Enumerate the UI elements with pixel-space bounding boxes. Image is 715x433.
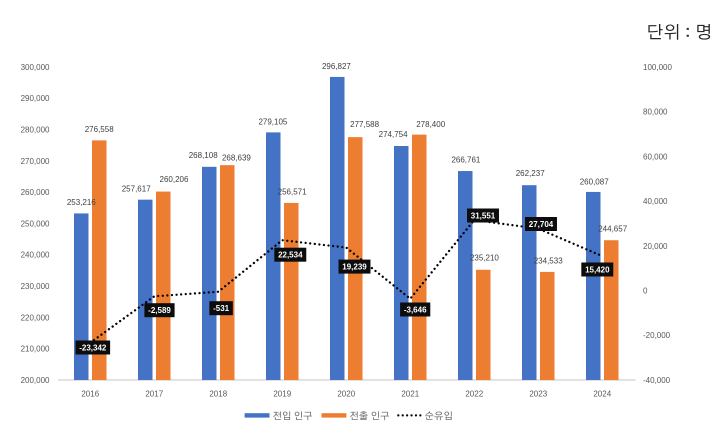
svg-text:279,105: 279,105 — [258, 117, 287, 126]
svg-text:240,000: 240,000 — [21, 251, 50, 260]
svg-text:0: 0 — [643, 287, 648, 296]
svg-text:200,000: 200,000 — [21, 376, 50, 385]
svg-text:290,000: 290,000 — [21, 94, 50, 103]
svg-text:27,704: 27,704 — [529, 220, 554, 229]
svg-text:260,206: 260,206 — [160, 175, 189, 184]
svg-text:2016: 2016 — [81, 390, 99, 399]
svg-text:278,400: 278,400 — [416, 120, 445, 129]
svg-text:-531: -531 — [213, 304, 230, 313]
svg-text:31,551: 31,551 — [471, 211, 496, 220]
svg-text:2021: 2021 — [401, 390, 419, 399]
svg-text:277,588: 277,588 — [350, 120, 379, 129]
svg-text:250,000: 250,000 — [21, 219, 50, 228]
svg-text:2023: 2023 — [529, 390, 547, 399]
svg-text:300,000: 300,000 — [21, 63, 50, 72]
svg-text:15,420: 15,420 — [585, 265, 610, 274]
svg-text:40,000: 40,000 — [643, 197, 668, 206]
svg-text:262,237: 262,237 — [516, 169, 545, 178]
svg-text:-20,000: -20,000 — [643, 331, 671, 340]
svg-text:260,087: 260,087 — [580, 177, 609, 186]
svg-text:235,210: 235,210 — [470, 254, 499, 263]
svg-text:20,000: 20,000 — [643, 242, 668, 251]
svg-text:266,761: 266,761 — [451, 156, 480, 165]
svg-text:270,000: 270,000 — [21, 157, 50, 166]
svg-text:220,000: 220,000 — [21, 313, 50, 322]
svg-text:2019: 2019 — [273, 390, 291, 399]
svg-text:-23,342: -23,342 — [79, 343, 107, 352]
svg-text:19,239: 19,239 — [342, 263, 367, 272]
svg-text:2022: 2022 — [465, 390, 483, 399]
svg-text:274,754: 274,754 — [379, 130, 408, 139]
svg-text:268,639: 268,639 — [222, 154, 251, 163]
svg-text:100,000: 100,000 — [643, 63, 672, 72]
svg-text:244,657: 244,657 — [598, 225, 627, 234]
svg-text:2018: 2018 — [209, 390, 227, 399]
svg-text:260,000: 260,000 — [21, 188, 50, 197]
svg-text:60,000: 60,000 — [643, 152, 668, 161]
svg-text:276,558: 276,558 — [85, 125, 114, 134]
svg-text:296,827: 296,827 — [322, 62, 351, 71]
svg-text:234,533: 234,533 — [534, 257, 563, 266]
svg-text:2017: 2017 — [145, 390, 163, 399]
svg-text:256,571: 256,571 — [278, 188, 307, 197]
svg-text:-2,589: -2,589 — [148, 306, 171, 315]
svg-text:-40,000: -40,000 — [643, 376, 671, 385]
svg-text:230,000: 230,000 — [21, 282, 50, 291]
svg-text:2024: 2024 — [593, 390, 611, 399]
svg-text:80,000: 80,000 — [643, 108, 668, 117]
svg-text:22,534: 22,534 — [278, 251, 303, 260]
svg-text:280,000: 280,000 — [21, 126, 50, 135]
svg-text:2020: 2020 — [337, 390, 355, 399]
svg-text:253,216: 253,216 — [67, 198, 96, 207]
svg-text:257,617: 257,617 — [122, 185, 151, 194]
svg-text:268,108: 268,108 — [189, 151, 218, 160]
svg-text:210,000: 210,000 — [21, 345, 50, 354]
svg-text:-3,646: -3,646 — [404, 305, 427, 314]
